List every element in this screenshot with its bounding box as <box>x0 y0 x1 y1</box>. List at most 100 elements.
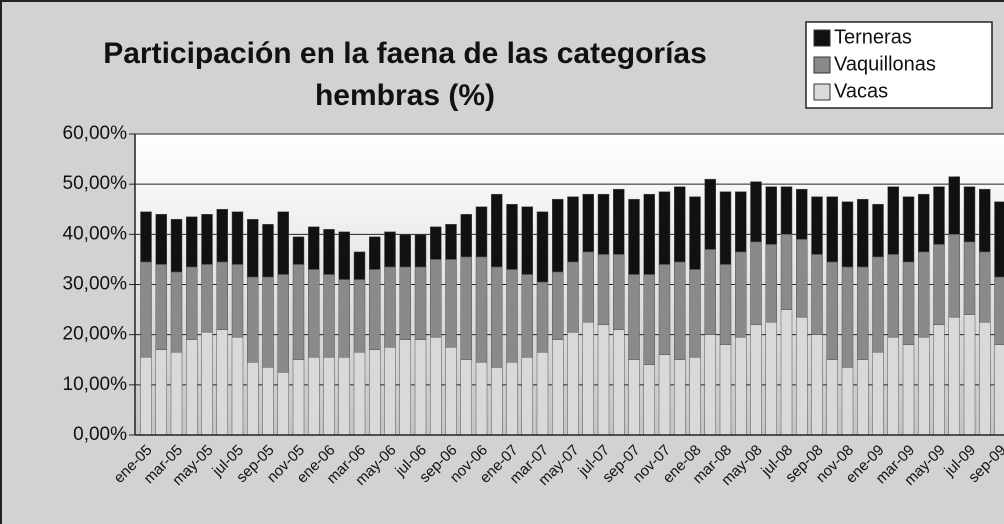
bar-segment <box>918 336 930 436</box>
bar-segment <box>750 324 762 436</box>
bar-segment <box>765 244 777 323</box>
bar-segment <box>613 254 625 330</box>
bar-segment <box>597 254 610 325</box>
bar-segment <box>750 241 762 325</box>
bar-segment <box>765 186 777 245</box>
bar-segment <box>308 356 320 436</box>
bar-segment <box>857 198 869 268</box>
bar-segment <box>170 219 183 273</box>
bar-segment <box>948 234 960 318</box>
bar-segment <box>231 211 244 265</box>
bar-segment <box>460 214 472 258</box>
bar-segment <box>445 346 457 436</box>
bar-segment <box>262 276 274 368</box>
bar-segment <box>399 234 411 268</box>
bar-segment <box>460 359 472 436</box>
bar-segment <box>994 201 1004 278</box>
legend-label: Vacas <box>834 80 888 102</box>
bar-segment <box>933 244 945 325</box>
bar-segment <box>826 196 838 263</box>
bar-segment <box>674 186 686 263</box>
bar-segment <box>704 178 716 250</box>
legend-swatch <box>813 83 831 101</box>
bar-segment <box>536 211 549 283</box>
bar-segment <box>231 264 244 338</box>
bar-segment <box>780 186 793 235</box>
bar-segment <box>628 274 640 361</box>
bar-segment <box>277 211 289 275</box>
bar-segment <box>216 329 228 436</box>
bar-segment <box>506 203 518 270</box>
bar-segment <box>140 211 152 263</box>
bar-segment <box>796 188 808 240</box>
bar-segment <box>994 344 1004 436</box>
y-tick-label: 50,00% <box>63 173 128 194</box>
bar-segment <box>338 279 350 358</box>
bar-segment <box>201 264 213 333</box>
bar-segment <box>750 181 762 243</box>
bar-segment <box>247 276 259 363</box>
bar-segment <box>979 251 991 323</box>
bar-segment <box>491 367 503 436</box>
bar-segment <box>170 271 183 353</box>
bar-segment <box>216 209 228 263</box>
bar-segment <box>247 219 259 278</box>
bar-segment <box>186 216 198 268</box>
bar-segment <box>567 196 579 263</box>
bar-segment <box>460 256 472 360</box>
bar-segment <box>582 321 594 436</box>
bar-segment <box>399 339 411 436</box>
bar-segment <box>979 188 991 253</box>
bar-segment <box>826 359 838 436</box>
y-tick-label: 20,00% <box>63 324 128 345</box>
bar-segment <box>277 372 289 436</box>
bar-segment <box>780 234 793 310</box>
bar-segment <box>658 354 671 436</box>
bar-segment <box>201 214 213 265</box>
y-tick-label: 10,00% <box>63 374 128 395</box>
bar-segment <box>719 264 732 345</box>
bar-segment <box>933 186 945 245</box>
bar-segment <box>216 261 228 330</box>
bar-segment <box>155 349 167 436</box>
y-tick-label: 0,00% <box>73 424 127 445</box>
bar-segment <box>262 224 274 278</box>
bar-segment <box>399 266 411 340</box>
bar-segment <box>552 271 564 340</box>
bar-segment <box>155 214 167 265</box>
bar-segment <box>475 206 488 258</box>
bar-segment <box>658 191 671 265</box>
bar-segment <box>628 359 640 436</box>
bar-segment <box>857 359 869 436</box>
bar-segment <box>963 186 976 243</box>
bar-segment <box>872 203 884 258</box>
bar-segment <box>872 256 884 353</box>
bar-segment <box>811 254 823 335</box>
bar-segment <box>323 229 335 275</box>
bar-segment <box>369 236 381 270</box>
bar-segment <box>841 367 854 436</box>
chart-title: Participación en la faena de las categor… <box>103 37 707 70</box>
bar-segment <box>475 362 488 436</box>
bar-segment <box>506 362 518 436</box>
bar-segment <box>323 356 335 436</box>
bar-segment <box>719 344 732 436</box>
bar-segment <box>430 336 442 436</box>
bar-segment <box>826 261 838 360</box>
y-tick-label: 40,00% <box>63 223 128 244</box>
bar-segment <box>780 309 793 436</box>
bar-segment <box>262 367 274 436</box>
bar-segment <box>308 269 320 358</box>
bar-segment <box>353 351 366 436</box>
bar-segment <box>506 269 518 363</box>
bar-segment <box>689 356 701 436</box>
bar-segment <box>887 336 899 436</box>
y-tick-label: 30,00% <box>63 274 128 295</box>
bar-segment <box>902 261 915 345</box>
bar-segment <box>582 251 594 323</box>
bar-segment <box>979 321 991 436</box>
bar-segment <box>963 241 976 315</box>
bar-segment <box>567 261 579 333</box>
bar-segment <box>887 186 899 255</box>
bar-segment <box>247 362 259 436</box>
